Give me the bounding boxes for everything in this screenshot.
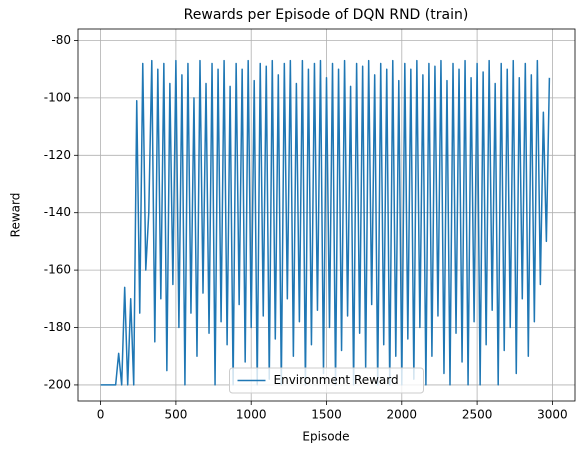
legend-box [229,367,424,394]
x-tick-label: 1500 [311,408,342,422]
line [100,59,551,386]
x-tick-label: 0 [97,408,105,422]
plot-frame [77,28,576,402]
chart-title: Rewards per Episode of DQN RND (train) [184,7,469,23]
y-tick-label: -200 [44,377,71,391]
x-tick-label: 1000 [236,408,267,422]
y-tick-label: -120 [44,148,71,162]
x-tick-label: 2000 [387,408,418,422]
y-axis-label: Reward [9,193,23,238]
x-tick-label: 2500 [462,408,493,422]
y-tick-label: -140 [44,205,71,219]
legend-label: Environment Reward [274,373,399,387]
x-axis-label: Episode [302,430,349,444]
x-tick-label: 3000 [537,408,568,422]
y-tick-label: -100 [44,90,71,104]
x-tick-label: 500 [164,408,187,422]
y-tick-label: -180 [44,320,71,334]
y-tick-label: -80 [51,33,71,47]
y-tick-label: -160 [44,263,71,277]
